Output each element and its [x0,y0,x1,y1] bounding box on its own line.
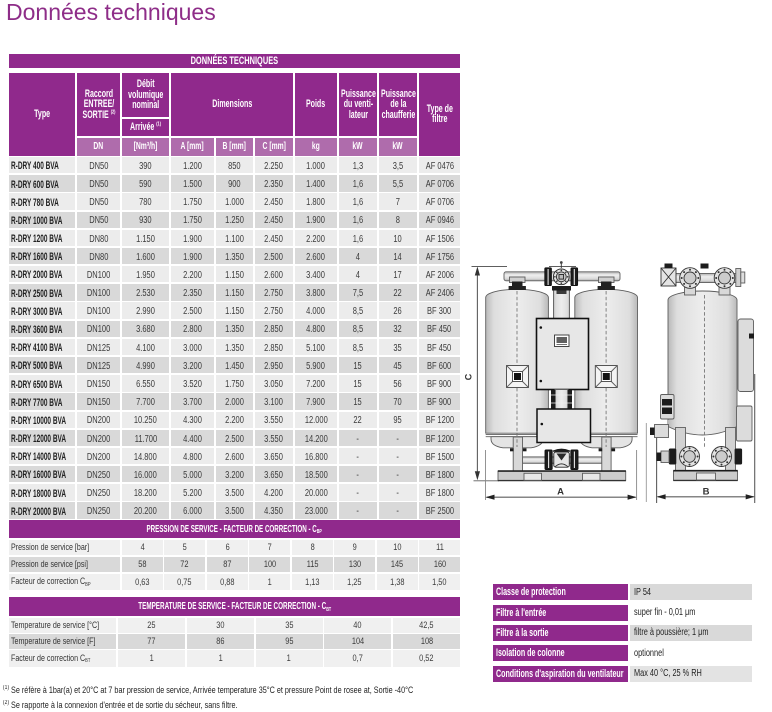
svg-text:B: B [703,487,710,498]
svg-text:A: A [557,487,564,498]
svg-text:C: C [464,373,474,380]
